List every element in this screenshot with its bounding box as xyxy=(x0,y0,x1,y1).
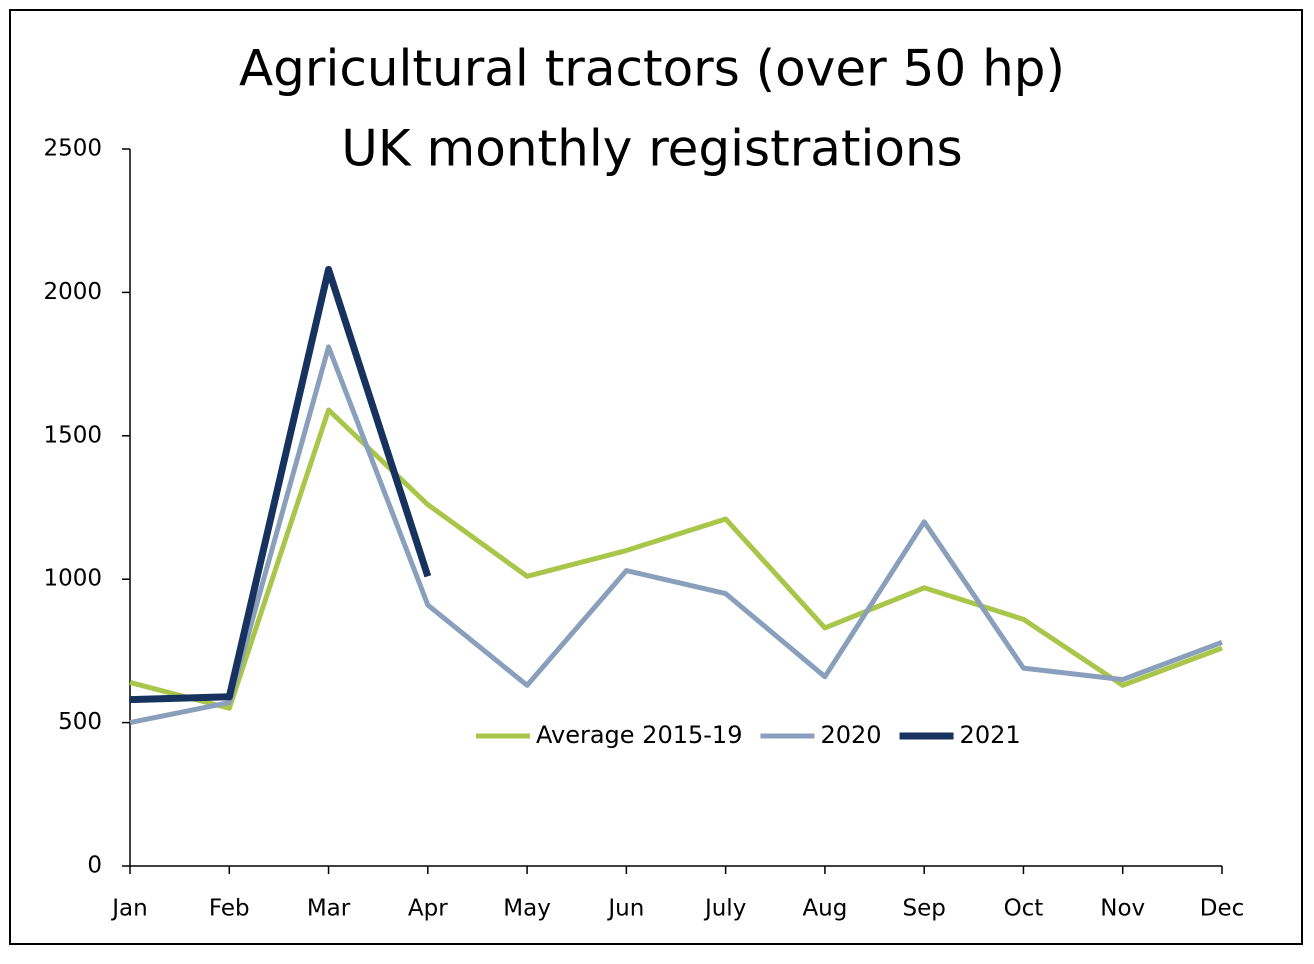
x-tick-label: Aug xyxy=(802,896,847,922)
y-tick-label: 2500 xyxy=(43,136,102,162)
chart-title: Agricultural tractors (over 50 hp) xyxy=(239,40,1065,98)
x-tick-label: Jan xyxy=(110,896,147,922)
x-tick-label: Dec xyxy=(1200,896,1245,922)
x-tick-label: Feb xyxy=(209,896,250,922)
legend-label: Average 2015-19 xyxy=(536,721,742,749)
x-tick-label: May xyxy=(503,896,551,922)
y-tick-label: 500 xyxy=(58,709,102,735)
chart-frame xyxy=(9,9,1303,945)
series-line xyxy=(129,344,1223,726)
x-tick-label: Jun xyxy=(606,896,644,922)
y-tick-label: 0 xyxy=(87,853,102,879)
x-tick-label: Sep xyxy=(903,896,946,922)
series-line xyxy=(129,265,432,704)
y-tick-label: 1500 xyxy=(43,422,102,448)
x-tick-label: Apr xyxy=(408,896,448,922)
x-tick-label: July xyxy=(703,896,746,922)
chart-title: UK monthly registrations xyxy=(341,120,962,178)
y-tick-label: 2000 xyxy=(43,279,102,305)
series-line xyxy=(129,407,1223,711)
x-tick-label: Nov xyxy=(1100,896,1145,922)
y-tick-label: 1000 xyxy=(43,566,102,592)
x-tick-label: Mar xyxy=(307,896,351,922)
x-tick-label: Oct xyxy=(1004,896,1044,922)
legend-label: 2021 xyxy=(960,721,1021,749)
legend-label: 2020 xyxy=(820,721,881,749)
